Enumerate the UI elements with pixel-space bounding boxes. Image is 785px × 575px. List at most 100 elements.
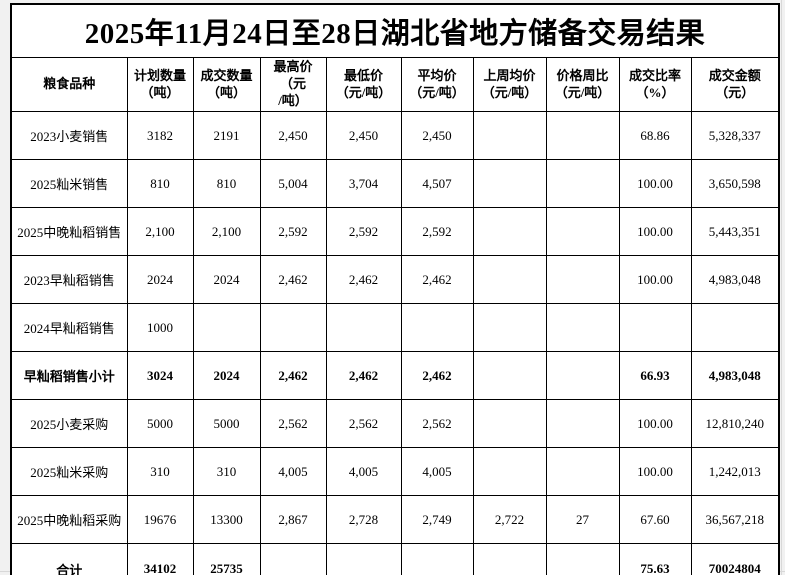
- table-cell: [325, 543, 402, 575]
- table-cell: 19676: [126, 495, 194, 544]
- table-cell: 2,592: [400, 207, 474, 256]
- table-cell: [259, 303, 327, 352]
- row-label: 合计: [10, 543, 128, 575]
- table-row: 2024早籼稻销售 1000: [10, 303, 780, 352]
- table-cell: 2,462: [325, 351, 402, 400]
- table-cell: [545, 207, 620, 256]
- table-cell: 810: [126, 159, 194, 208]
- table-cell: 5000: [192, 399, 261, 448]
- col-header-planned-qty: 计划数量 （吨）: [126, 57, 194, 112]
- table-cell: 4,983,048: [690, 351, 780, 400]
- table-cell: 66.93: [618, 351, 692, 400]
- table-cell: 27: [545, 495, 620, 544]
- table-cell: [545, 447, 620, 496]
- col-header-trade-amount: 成交金额 （元）: [690, 57, 780, 112]
- subtotal-row: 早籼稻销售小计 3024 2024 2,462 2,462 2,462 66.9…: [10, 351, 780, 400]
- table-cell: [618, 303, 692, 352]
- table-cell: 2,462: [259, 255, 327, 304]
- table-cell: [545, 111, 620, 160]
- table-cell: 5,328,337: [690, 111, 780, 160]
- table-cell: 4,005: [325, 447, 402, 496]
- table-cell: 2,867: [259, 495, 327, 544]
- col-header-week-change: 价格周比 （元/吨）: [545, 57, 620, 112]
- table-cell: 2,450: [325, 111, 402, 160]
- table-cell: [472, 447, 547, 496]
- table-cell: [545, 399, 620, 448]
- table-cell: 4,005: [400, 447, 474, 496]
- table-cell: 2,462: [400, 351, 474, 400]
- table-cell: 2,592: [259, 207, 327, 256]
- table-cell: [325, 303, 402, 352]
- table-cell: 2,462: [400, 255, 474, 304]
- row-label: 2025籼米销售: [10, 159, 128, 208]
- table-cell: 2,722: [472, 495, 547, 544]
- table-cell: 1000: [126, 303, 194, 352]
- table-cell: [400, 303, 474, 352]
- total-row: 合计 34102 25735 75.63 70024804: [10, 543, 780, 575]
- table-cell: 100.00: [618, 207, 692, 256]
- table-cell: 2024: [126, 255, 194, 304]
- table-cell: [545, 255, 620, 304]
- table-cell: 3,704: [325, 159, 402, 208]
- row-label: 早籼稻销售小计: [10, 351, 128, 400]
- row-label: 2025小麦采购: [10, 399, 128, 448]
- table-cell: 310: [126, 447, 194, 496]
- table-cell: [545, 303, 620, 352]
- col-header-max-price: 最高价 （元 /吨）: [259, 57, 327, 112]
- table-cell: 2,728: [325, 495, 402, 544]
- table-cell: 2,450: [259, 111, 327, 160]
- table-cell: 810: [192, 159, 261, 208]
- col-header-avg-price: 平均价 （元/吨）: [400, 57, 474, 112]
- table-cell: [192, 303, 261, 352]
- row-label: 2023早籼稻销售: [10, 255, 128, 304]
- col-header-trade-ratio: 成交比率 （%）: [618, 57, 692, 112]
- table-cell: 3182: [126, 111, 194, 160]
- row-label: 2025籼米采购: [10, 447, 128, 496]
- table-row: 2023小麦销售 3182 2191 2,450 2,450 2,450 68.…: [10, 111, 780, 160]
- table-cell: [259, 543, 327, 575]
- table-cell: 100.00: [618, 255, 692, 304]
- col-header-lastweek-avg-price: 上周均价 （元/吨）: [472, 57, 547, 112]
- table-row: 2025籼米采购 310 310 4,005 4,005 4,005 100.0…: [10, 447, 780, 496]
- table-cell: 2,100: [126, 207, 194, 256]
- table-cell: 4,005: [259, 447, 327, 496]
- col-header-min-price: 最低价 （元/吨）: [325, 57, 402, 112]
- table-row: 2025中晚籼稻销售 2,100 2,100 2,592 2,592 2,592…: [10, 207, 780, 256]
- table-cell: 5,004: [259, 159, 327, 208]
- table-cell: 2024: [192, 351, 261, 400]
- table-cell: [400, 543, 474, 575]
- table-row: 2025小麦采购 5000 5000 2,562 2,562 2,562 100…: [10, 399, 780, 448]
- row-label: 2024早籼稻销售: [10, 303, 128, 352]
- col-header-grain-type: 粮食品种: [10, 57, 128, 112]
- table-cell: 5000: [126, 399, 194, 448]
- table-cell: [472, 111, 547, 160]
- table-cell: 2024: [192, 255, 261, 304]
- col-header-traded-qty: 成交数量 （吨）: [192, 57, 261, 112]
- table-cell: 2,462: [325, 255, 402, 304]
- table-cell: [472, 255, 547, 304]
- table-cell: 70024804: [690, 543, 780, 575]
- table-cell: [690, 303, 780, 352]
- table-cell: 3024: [126, 351, 194, 400]
- table-cell: [472, 543, 547, 575]
- table-cell: 75.63: [618, 543, 692, 575]
- table-cell: 3,650,598: [690, 159, 780, 208]
- table-cell: 2,562: [325, 399, 402, 448]
- table-cell: 67.60: [618, 495, 692, 544]
- table-cell: 2,749: [400, 495, 474, 544]
- table-cell: [545, 543, 620, 575]
- table-cell: [472, 207, 547, 256]
- table-cell: 68.86: [618, 111, 692, 160]
- table-row: 2023早籼稻销售 2024 2024 2,462 2,462 2,462 10…: [10, 255, 780, 304]
- table-cell: [545, 159, 620, 208]
- page-title: 2025年11月24日至28日湖北省地方储备交易结果: [10, 3, 780, 58]
- table-cell: [472, 399, 547, 448]
- table-cell: 34102: [126, 543, 194, 575]
- table-cell: 100.00: [618, 399, 692, 448]
- trading-results-table: 2025年11月24日至28日湖北省地方储备交易结果 粮食品种 计划数量 （吨）…: [10, 3, 780, 575]
- table-cell: [545, 351, 620, 400]
- margin-gridline-vertical: [781, 0, 782, 575]
- row-label: 2025中晚籼稻销售: [10, 207, 128, 256]
- header-row: 粮食品种 计划数量 （吨） 成交数量 （吨） 最高价 （元 /吨） 最低价 （元…: [10, 57, 780, 112]
